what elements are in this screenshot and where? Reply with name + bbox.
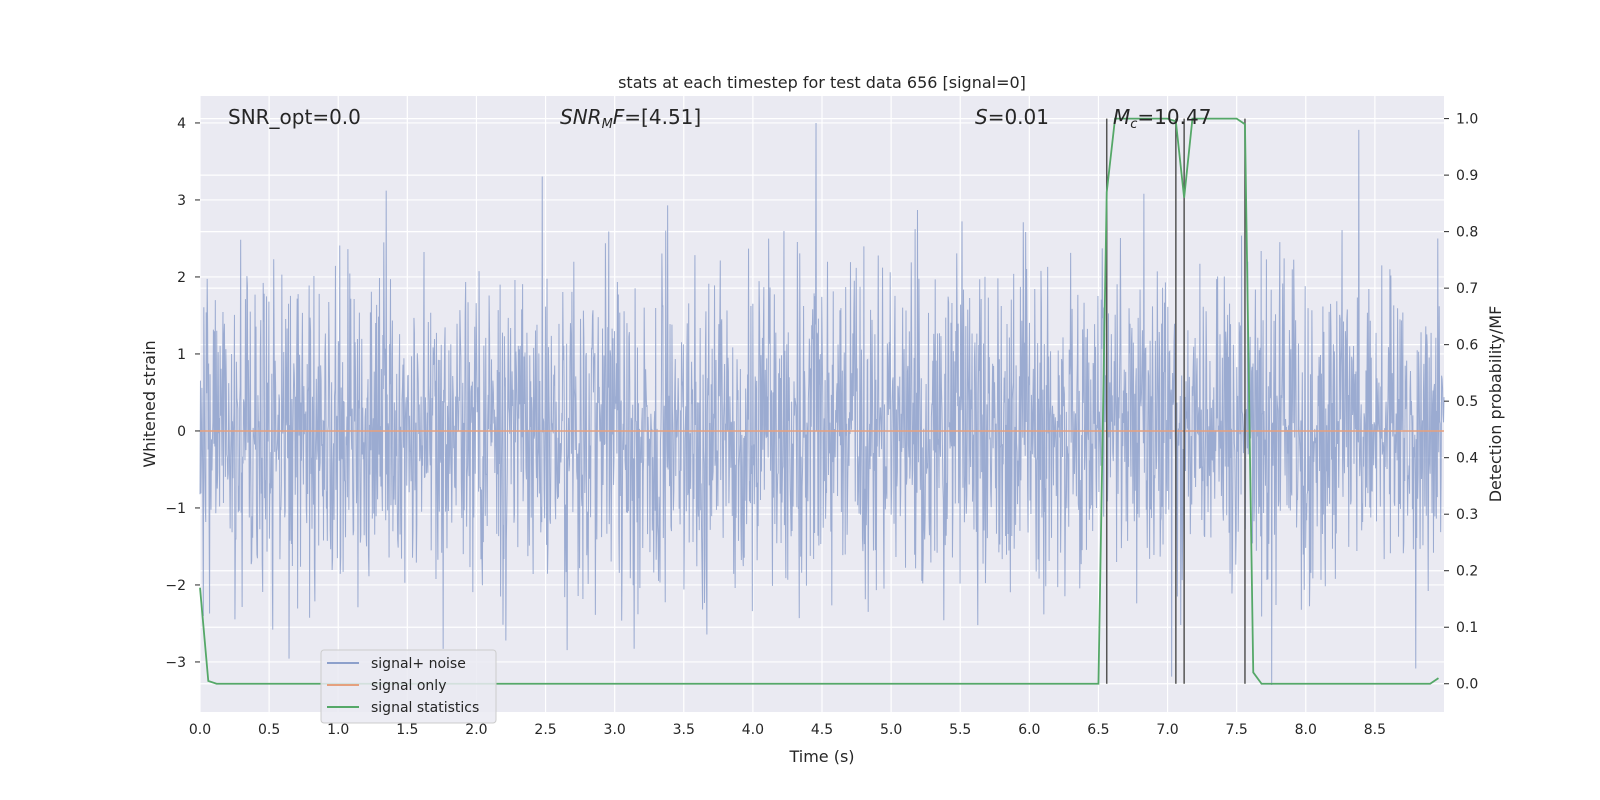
legend-label-signal-only: signal only bbox=[371, 678, 446, 694]
x-tick-label: 8.5 bbox=[1364, 722, 1386, 738]
signal-statistics-series bbox=[199, 117, 1439, 685]
signal-plus-noise-line bbox=[199, 122, 1445, 686]
y-right-tick-label: 0.9 bbox=[1456, 168, 1478, 184]
x-tick-label: 0.0 bbox=[189, 722, 211, 738]
y-tick-label: −3 bbox=[165, 655, 186, 671]
y-tick-label: 4 bbox=[177, 116, 186, 132]
signal-plus-noise-series bbox=[199, 122, 1445, 686]
x-tick-label: 4.0 bbox=[742, 722, 764, 738]
x-tick-label: 5.0 bbox=[880, 722, 902, 738]
x-axis-label: Time (s) bbox=[788, 747, 854, 766]
y-right-tick-label: 0.5 bbox=[1456, 394, 1478, 410]
signal-statistics-line bbox=[199, 117, 1439, 685]
legend-box bbox=[320, 649, 497, 724]
y-tick-label: −1 bbox=[165, 501, 186, 517]
x-tick-label: 8.0 bbox=[1295, 722, 1317, 738]
y-right-tick-label: 0.3 bbox=[1456, 507, 1478, 523]
y-right-tick-label: 0.0 bbox=[1456, 677, 1478, 693]
y-right-tick-label: 0.8 bbox=[1456, 225, 1478, 241]
annotation-snr-mf: SNRMF=[4.51] bbox=[560, 105, 701, 132]
y-right-tick-label: 1.0 bbox=[1456, 112, 1478, 128]
legend-label-noise: signal+ noise bbox=[371, 656, 466, 672]
y-right-tick-label: 0.2 bbox=[1456, 564, 1478, 580]
x-tick-label: 7.5 bbox=[1226, 722, 1248, 738]
x-tick-label: 4.5 bbox=[811, 722, 833, 738]
x-tick-label: 0.5 bbox=[258, 722, 280, 738]
x-tick-label: 6.5 bbox=[1087, 722, 1109, 738]
y-right-tick-label: 0.1 bbox=[1456, 620, 1478, 636]
y-axis-left-ticks: −3 −2 −1 0 1 2 3 4 bbox=[165, 116, 200, 671]
x-tick-label: 1.5 bbox=[396, 722, 418, 738]
y-tick-label: −2 bbox=[165, 578, 186, 594]
x-axis-ticks: 0.0 0.5 1.0 1.5 2.0 2.5 3.0 3.5 4.0 4.5 5.0 5.5 6.0 6… bbox=[189, 722, 1386, 738]
x-tick-label: 2.5 bbox=[534, 722, 556, 738]
annotation-mc: Mc=10.47 bbox=[1113, 105, 1211, 132]
x-tick-label: 6.0 bbox=[1018, 722, 1040, 738]
annotation-s: S=0.01 bbox=[975, 105, 1049, 129]
y-right-tick-label: 0.4 bbox=[1456, 451, 1478, 467]
y-axis-label: Whitened strain bbox=[140, 340, 159, 467]
x-tick-label: 2.0 bbox=[465, 722, 487, 738]
x-tick-label: 5.5 bbox=[949, 722, 971, 738]
legend-label-statistics: signal statistics bbox=[371, 700, 479, 716]
legend: signal+ noise signal only signal statist… bbox=[320, 649, 497, 724]
y-tick-label: 2 bbox=[177, 270, 186, 286]
chart-title: stats at each timestep for test data 656… bbox=[618, 73, 1026, 92]
y-tick-label: 0 bbox=[177, 424, 186, 440]
annotation-snr-opt: SNR_opt=0.0 bbox=[228, 105, 361, 129]
x-tick-label: 1.0 bbox=[327, 722, 349, 738]
y-tick-label: 3 bbox=[177, 193, 186, 209]
y-right-tick-label: 0.6 bbox=[1456, 338, 1478, 354]
y-axis-right-label: Detection probability/MF bbox=[1486, 306, 1505, 503]
x-tick-label: 7.0 bbox=[1156, 722, 1178, 738]
y-right-tick-label: 0.7 bbox=[1456, 281, 1478, 297]
x-tick-label: 3.0 bbox=[604, 722, 626, 738]
y-axis-right-ticks: 0.0 0.1 0.2 0.3 0.4 0.5 0.6 0.7 0.8 0.9 1.0 bbox=[1444, 112, 1478, 693]
x-tick-label: 3.5 bbox=[673, 722, 695, 738]
y-tick-label: 1 bbox=[177, 347, 186, 363]
